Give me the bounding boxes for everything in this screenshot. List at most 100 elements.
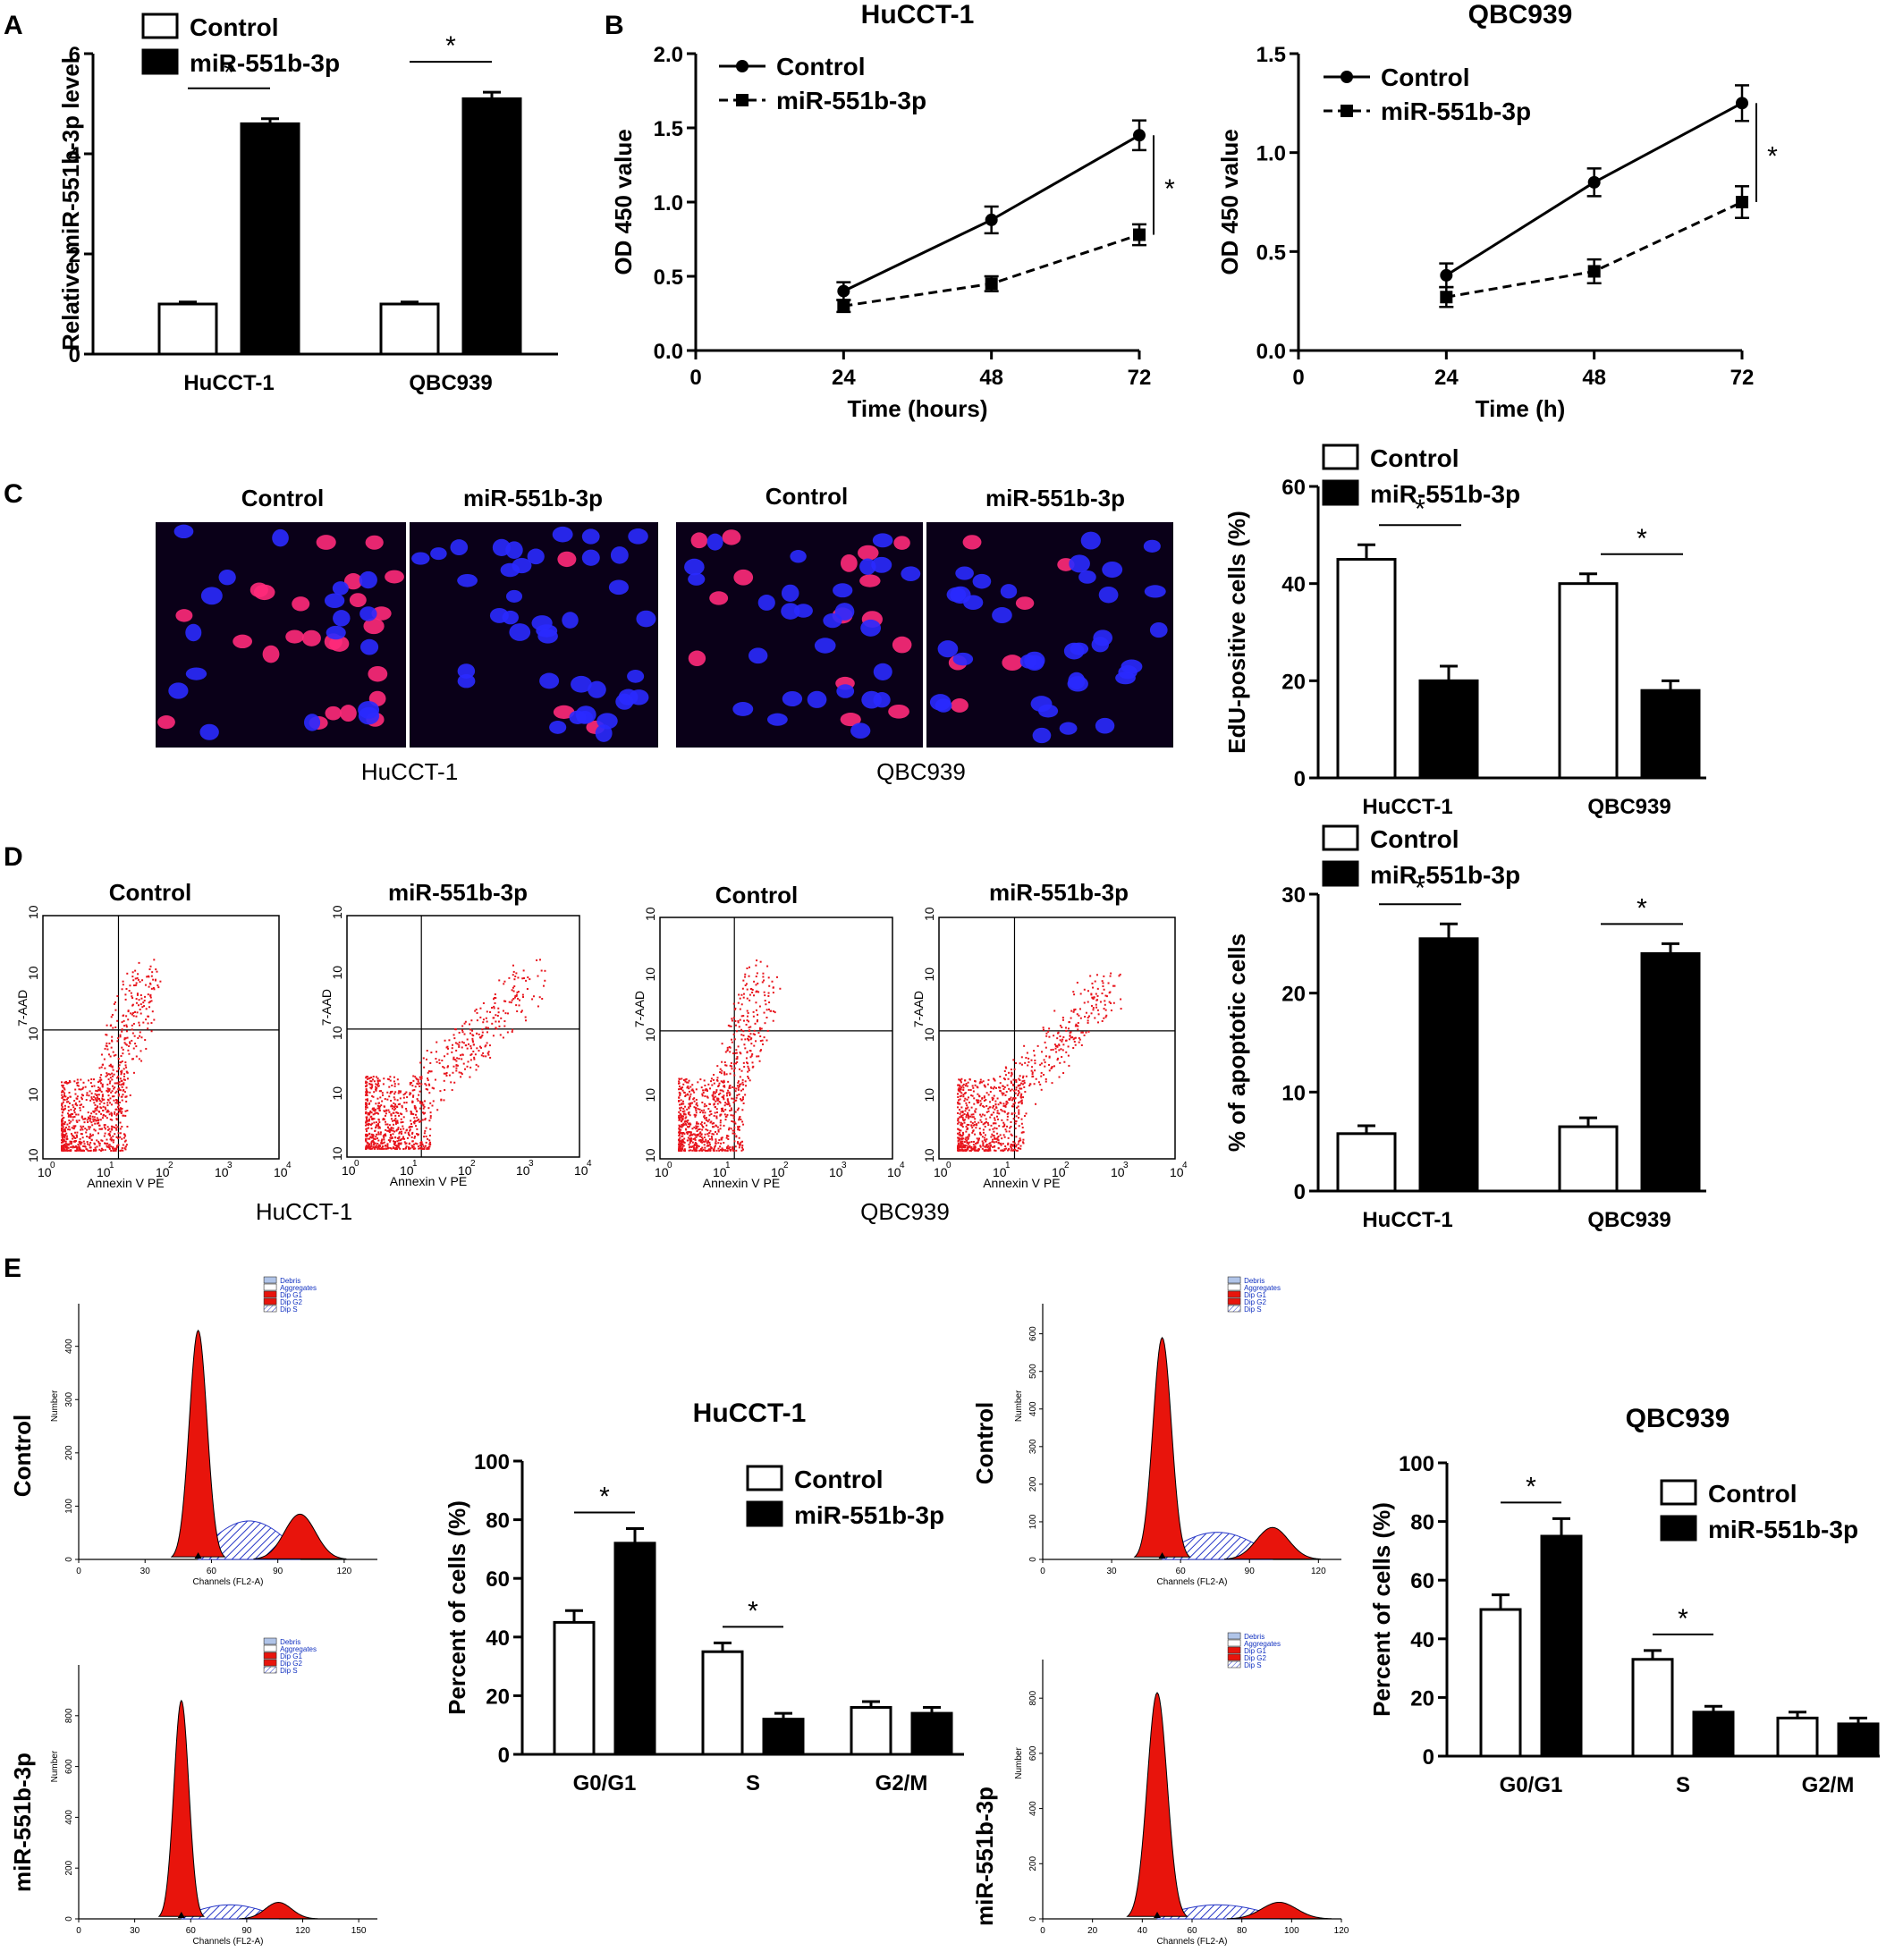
event-dot (1087, 1021, 1089, 1024)
event-dot (124, 998, 127, 1001)
event-dot (377, 1082, 380, 1085)
event-dot (397, 1103, 400, 1106)
event-dot (128, 1045, 131, 1048)
event-dot (686, 1093, 689, 1095)
event-dot (977, 1149, 979, 1152)
hist-y-tick-label: 0 (1028, 1557, 1038, 1562)
event-dot (1018, 1109, 1020, 1111)
event-dot (728, 1086, 731, 1089)
event-dot (1103, 988, 1105, 991)
event-dot (515, 972, 518, 975)
flow-y-label: 7-AAD (632, 991, 647, 1027)
event-dot (422, 1107, 425, 1110)
event-dot (691, 1102, 694, 1104)
event-dot (382, 1135, 385, 1137)
event-dot (86, 1136, 89, 1138)
event-dot (404, 1143, 407, 1145)
event-dot (738, 1136, 740, 1139)
dapi-nucleus (500, 562, 520, 578)
event-dot (503, 983, 505, 985)
event-dot (95, 1119, 97, 1122)
event-dot (958, 1136, 960, 1139)
event-dot (503, 1000, 505, 1002)
event-dot (992, 1106, 994, 1109)
event-dot (460, 1071, 462, 1074)
event-dot (419, 1090, 421, 1093)
event-dot (766, 1029, 769, 1032)
event-dot (685, 1077, 688, 1080)
event-dot (107, 1128, 110, 1131)
event-dot (461, 1046, 463, 1049)
event-dot (101, 1083, 104, 1086)
dapi-nucleus (757, 595, 775, 611)
event-dot (973, 1140, 976, 1143)
event-dot (86, 1094, 89, 1096)
event-dot (489, 1010, 492, 1013)
event-dot (466, 1047, 469, 1050)
y-tick-label: 0 (1423, 1745, 1434, 1770)
event-dot (693, 1133, 696, 1136)
event-dot (1010, 1081, 1012, 1084)
flow-y-label: 7-AAD (15, 990, 30, 1026)
event-dot (461, 1029, 464, 1032)
event-dot (64, 1140, 67, 1143)
dapi-nucleus (1102, 561, 1123, 579)
event-dot (752, 1010, 755, 1013)
event-dot (1069, 1032, 1071, 1035)
event-dot (1028, 1085, 1031, 1087)
event-dot (957, 1142, 960, 1145)
event-dot (123, 1042, 126, 1044)
event-dot (958, 1078, 960, 1081)
event-dot (422, 1103, 425, 1106)
event-dot (411, 1145, 414, 1147)
event-dot (957, 1093, 960, 1095)
bar-control-g2-m (1776, 1716, 1819, 1758)
event-dot (975, 1143, 977, 1145)
event-dot (760, 1049, 763, 1052)
event-dot (708, 1131, 711, 1134)
x-decade-label: 10 (829, 1165, 843, 1179)
flow-plot-frame (659, 917, 893, 1160)
event-dot (969, 1115, 972, 1118)
dapi-nucleus (326, 625, 346, 640)
event-dot (1023, 1082, 1026, 1085)
event-dot (123, 1136, 125, 1139)
event-dot (61, 1127, 63, 1129)
event-dot (744, 976, 747, 978)
bar-control-s (701, 1650, 744, 1756)
event-dot (472, 1050, 475, 1052)
event-dot (1095, 1003, 1097, 1006)
event-dot (691, 1084, 694, 1086)
hist-legend-swatch (263, 1276, 277, 1284)
event-dot (700, 1110, 703, 1112)
event-dot (79, 1147, 81, 1150)
event-dot (994, 1100, 997, 1102)
event-dot (1009, 1089, 1011, 1092)
event-dot (689, 1123, 691, 1126)
event-dot (715, 1149, 718, 1152)
hist-y-tick-label: 600 (1028, 1745, 1038, 1761)
hist-y-tick-label: 200 (64, 1860, 74, 1875)
event-dot (679, 1117, 681, 1119)
event-dot (1021, 1141, 1024, 1144)
event-dot (82, 1086, 85, 1089)
event-dot (682, 1145, 685, 1147)
event-dot (734, 1111, 737, 1113)
event-dot (705, 1104, 707, 1107)
event-dot (429, 1143, 432, 1145)
event-dot (61, 1104, 63, 1107)
event-dot (966, 1146, 968, 1149)
event-dot (368, 1127, 370, 1129)
event-dot (485, 1026, 487, 1029)
event-dot (738, 1128, 740, 1131)
event-dot (421, 1111, 424, 1114)
y-tick-label: 20 (1410, 1686, 1434, 1711)
event-dot (81, 1094, 84, 1097)
event-dot (76, 1136, 79, 1138)
event-dot (103, 1126, 106, 1128)
event-dot (398, 1090, 401, 1093)
event-dot (1045, 1035, 1048, 1037)
event-dot (976, 1086, 978, 1088)
event-dot (423, 1105, 426, 1108)
